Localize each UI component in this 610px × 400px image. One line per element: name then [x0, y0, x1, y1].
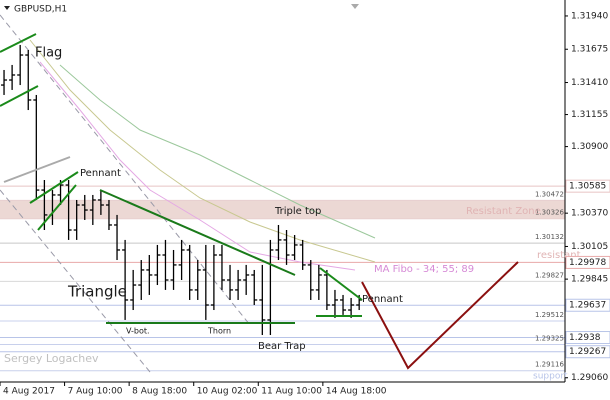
level-box — [565, 331, 610, 345]
patterns — [0, 33, 519, 370]
annotation: resistant — [537, 250, 581, 261]
y-tick-label: 1.29060 — [571, 373, 608, 383]
ma-34 — [39, 61, 356, 271]
level-box — [565, 298, 610, 312]
level-label: 1.29978 — [569, 258, 606, 268]
annotation: V-bot. — [126, 327, 150, 336]
y-tick-label: 1.31675 — [571, 45, 608, 55]
y-tick-label: 1.30370 — [571, 209, 608, 219]
level-label: 1.30132 — [535, 233, 564, 241]
y-tick-label: 1.30105 — [571, 242, 608, 252]
annotation: Flag — [35, 46, 62, 61]
annotation: Bear Trap — [258, 341, 306, 352]
triangle-upper — [99, 189, 296, 276]
y-tick-label: 1.30900 — [571, 142, 608, 152]
zone-layer — [0, 200, 565, 219]
resistant-zone — [0, 200, 565, 219]
annotation: Resistant Zone — [466, 206, 541, 217]
level-label: 1.2938 — [569, 333, 601, 343]
x-tick-label: 11 Aug 10:00 — [261, 387, 322, 397]
annotation: Pennant — [80, 168, 121, 179]
level-label: 1.30585 — [569, 182, 606, 192]
flag-pole — [3, 156, 71, 183]
pennant-line — [319, 267, 363, 301]
forecast-path — [361, 261, 519, 370]
menu-triangle — [4, 6, 10, 10]
level-box — [565, 255, 610, 269]
level-label: 1.30326 — [535, 209, 564, 217]
level-box — [565, 179, 610, 193]
annotation: MA Fibo - 34; 55; 89 — [374, 264, 474, 275]
chart-title: GBPUSD,H1 — [14, 5, 67, 15]
annotation: Thorn — [207, 327, 231, 336]
level-box — [565, 345, 610, 359]
level-label: 1.29512 — [535, 311, 564, 319]
x-tick-label: 7 Aug 10:00 — [68, 387, 123, 397]
x-tick-label: 4 Aug 2017 — [3, 387, 55, 397]
level-label: 1.29325 — [535, 334, 564, 342]
annotation: Sergey Logachev — [4, 352, 99, 365]
annotation: Triangle — [67, 283, 127, 301]
y-tick-label: 1.29845 — [571, 275, 608, 285]
level-label: 1.29116 — [535, 361, 564, 369]
x-tick-label: 10 Aug 02:00 — [197, 387, 258, 397]
level-label: 1.29637 — [569, 301, 606, 311]
scroll-marker — [351, 4, 359, 9]
ma-55 — [29, 39, 376, 263]
level-label: 1.30472 — [535, 190, 564, 198]
y-tick-label: 1.31410 — [571, 78, 608, 88]
levels-layer: 1.30472 1.30326 1.30132 1.29827 1.29512 1.293… — [0, 185, 565, 372]
x-tick-label: 14 Aug 18:00 — [326, 387, 387, 397]
annotation: Pennant — [362, 294, 403, 305]
y-tick-label: 1.31155 — [571, 110, 608, 120]
flag-line — [0, 85, 39, 107]
ma-89 — [59, 64, 376, 239]
channel-line — [0, 14, 251, 326]
level-label: 1.29827 — [535, 271, 564, 279]
drawings — [0, 14, 376, 373]
pennant-line — [37, 184, 77, 231]
pennant-line — [29, 171, 79, 204]
annotation: support — [533, 372, 568, 382]
flag-line — [0, 33, 37, 53]
level-label: 1.29267 — [569, 347, 606, 357]
y-tick-label: 1.31940 — [571, 11, 608, 21]
annotation: Triple top — [274, 206, 321, 217]
x-tick-label: 8 Aug 18:00 — [132, 387, 187, 397]
